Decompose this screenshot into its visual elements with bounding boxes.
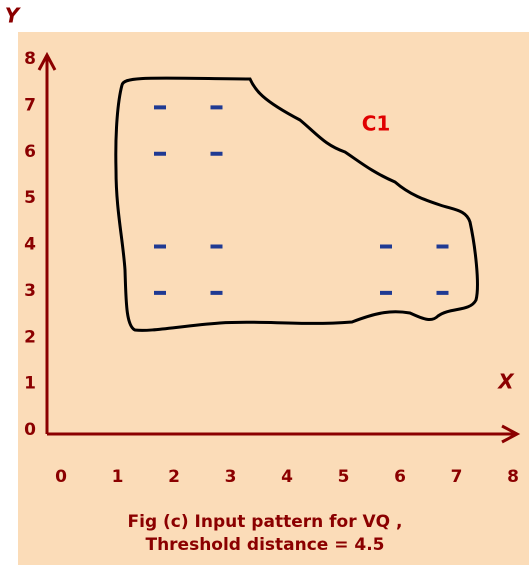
- x-tick-label: 4: [281, 467, 293, 487]
- point: [154, 290, 166, 295]
- caption: Threshold distance = 4.5: [145, 535, 384, 555]
- y-tick-label: 2: [24, 327, 36, 347]
- y-tick-label: 8: [24, 49, 36, 69]
- x-tick-label: 0: [55, 467, 67, 487]
- point: [154, 151, 166, 156]
- y-tick-label: 5: [24, 188, 36, 208]
- plot-background: [18, 32, 529, 565]
- y-tick-label: 0: [24, 420, 36, 440]
- point: [210, 244, 223, 249]
- cluster-outline: [114, 76, 479, 332]
- caption: Fig (c) Input pattern for VQ ,: [128, 512, 403, 532]
- y-tick-label: 1: [24, 374, 36, 394]
- point: [436, 290, 449, 295]
- x-tick-label: 2: [168, 467, 180, 487]
- x-tick-label: 6: [394, 467, 406, 487]
- y-tick-label: 3: [24, 281, 36, 301]
- x-tick-label: 5: [338, 467, 350, 487]
- x-axis: [47, 424, 521, 444]
- y-tick-label: 7: [24, 95, 36, 115]
- y-tick-label: 6: [24, 142, 36, 162]
- point: [154, 244, 166, 249]
- point: [154, 105, 166, 110]
- y-axis: [37, 51, 57, 434]
- x-tick-label: 8: [507, 467, 519, 487]
- point: [210, 151, 223, 156]
- point: [210, 290, 223, 295]
- x-axis-label: X: [496, 370, 515, 394]
- point: [380, 290, 392, 295]
- point: [380, 244, 392, 249]
- y-tick-label: 4: [24, 235, 36, 255]
- point: [436, 244, 449, 249]
- x-tick-label: 1: [112, 467, 124, 487]
- x-tick-label: 7: [451, 467, 463, 487]
- y-axis-label: Y: [5, 4, 22, 28]
- x-tick-label: 3: [225, 467, 237, 487]
- point: [210, 105, 223, 110]
- cluster-label: C1: [362, 112, 391, 136]
